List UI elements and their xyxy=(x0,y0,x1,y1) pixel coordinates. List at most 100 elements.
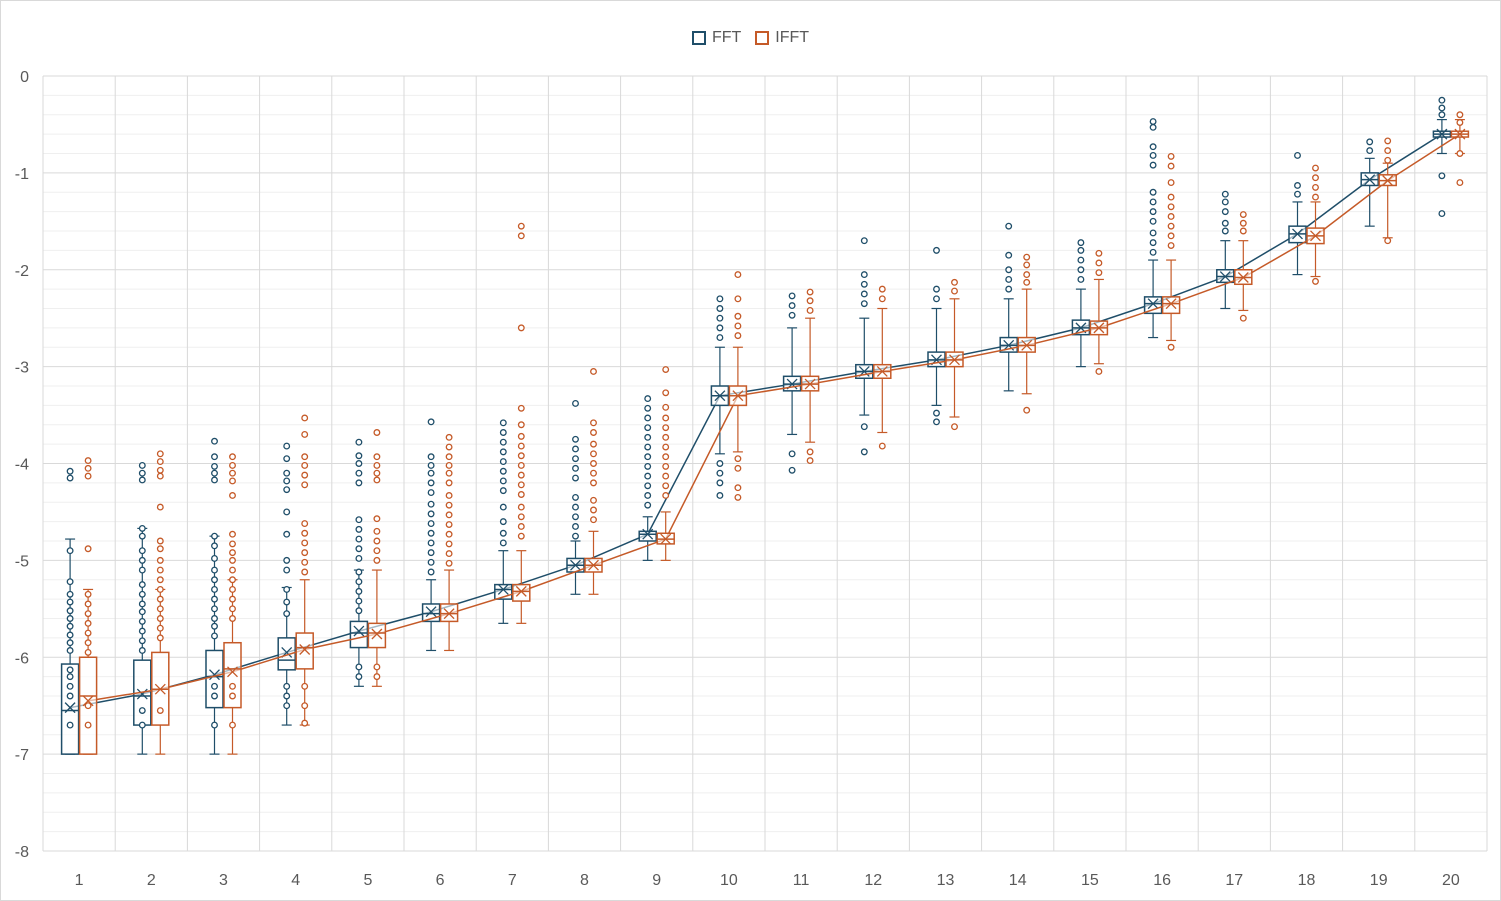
legend-item-fft[interactable]: FFT xyxy=(691,29,741,47)
outlier-point xyxy=(427,510,435,518)
outlier-point xyxy=(499,448,507,456)
outlier-point xyxy=(355,438,363,446)
legend-item-ifft[interactable]: IFFT xyxy=(755,29,809,47)
mean-marker xyxy=(660,533,672,545)
outlier-point xyxy=(860,280,868,288)
outlier-point xyxy=(1312,193,1319,201)
outlier-point xyxy=(517,532,525,540)
outlier-point xyxy=(427,479,435,487)
outlier-point xyxy=(1167,193,1175,201)
outlier-point xyxy=(933,409,940,417)
outlier-point xyxy=(1221,219,1229,227)
outlier-point xyxy=(1149,208,1157,216)
outlier-point xyxy=(283,682,291,690)
outlier-point xyxy=(572,435,579,443)
outlier-point xyxy=(1438,111,1446,119)
outlier-point xyxy=(1005,251,1013,259)
outlier-point xyxy=(156,634,164,642)
outlier-point xyxy=(572,532,579,540)
outlier-point xyxy=(84,600,92,608)
outlier-point xyxy=(1239,314,1247,322)
outlier-point xyxy=(138,617,146,625)
outlier-point xyxy=(156,545,164,553)
outlier-point xyxy=(283,585,291,593)
outlier-point xyxy=(301,430,309,438)
outlier-point xyxy=(572,464,579,472)
outlier-point xyxy=(1294,182,1301,189)
outlier-point xyxy=(716,305,724,312)
x-tick-label: 16 xyxy=(1153,872,1171,889)
outlier-point xyxy=(1167,152,1175,160)
outlier-point xyxy=(211,532,218,540)
outlier-point xyxy=(355,516,363,524)
outlier-point xyxy=(229,615,236,622)
outlier-point xyxy=(644,462,652,470)
outlier-point xyxy=(445,433,453,441)
outlier-point xyxy=(138,637,146,645)
outlier-point xyxy=(427,520,435,528)
outlier-point xyxy=(229,605,236,613)
outlier-point xyxy=(1023,253,1031,261)
outlier-point xyxy=(373,556,381,564)
outlier-point xyxy=(229,492,236,499)
outlier-point xyxy=(716,334,724,342)
outlier-point xyxy=(1312,174,1319,182)
outlier-point xyxy=(156,624,164,632)
outlier-point xyxy=(1366,138,1374,146)
outlier-point xyxy=(156,450,164,458)
outlier-point xyxy=(445,540,453,548)
outlier-point xyxy=(499,429,507,436)
outlier-point xyxy=(1167,162,1175,170)
outlier-point xyxy=(156,615,164,622)
outlier-point xyxy=(644,472,652,480)
outlier-point xyxy=(211,576,218,584)
outlier-point xyxy=(156,595,164,603)
outlier-point xyxy=(662,433,670,441)
outlier-point xyxy=(445,530,453,538)
outlier-point xyxy=(301,568,309,576)
outlier-point xyxy=(211,566,218,574)
box xyxy=(60,663,80,755)
outlier-point xyxy=(66,474,74,482)
outlier-point xyxy=(229,469,236,477)
x-tick-label: 14 xyxy=(1009,872,1027,889)
outlier-point xyxy=(211,542,218,550)
mean-marker xyxy=(64,702,76,714)
outlier-point xyxy=(662,403,670,411)
outlier-point xyxy=(499,438,507,446)
outlier-point xyxy=(1095,368,1103,375)
outlier-point xyxy=(373,515,381,523)
mean-marker xyxy=(1292,228,1303,240)
x-tick-label: 17 xyxy=(1225,872,1243,889)
outlier-point xyxy=(427,489,435,497)
outlier-point xyxy=(517,324,525,332)
outlier-point xyxy=(1221,198,1229,206)
mean-marker xyxy=(1237,272,1249,283)
outlier-point xyxy=(734,295,742,303)
outlier-point xyxy=(517,503,525,511)
mean-marker xyxy=(353,625,365,637)
outlier-point xyxy=(427,529,435,537)
box xyxy=(295,632,314,670)
outlier-point xyxy=(355,663,363,671)
outlier-point xyxy=(84,545,92,553)
outlier-point xyxy=(1167,232,1175,240)
outlier-point xyxy=(156,566,164,574)
outlier-point xyxy=(572,503,579,511)
outlier-point xyxy=(229,595,236,603)
outlier-point xyxy=(301,520,309,528)
outlier-point xyxy=(1438,104,1446,112)
outlier-point xyxy=(734,322,742,330)
outlier-point xyxy=(283,598,291,606)
box xyxy=(439,603,459,623)
outlier-point xyxy=(1149,229,1157,237)
outlier-point xyxy=(499,477,507,485)
outlier-point xyxy=(229,585,236,593)
outlier-point xyxy=(373,673,381,681)
outlier-point xyxy=(355,460,363,467)
x-tick-label: 6 xyxy=(436,872,445,889)
outlier-point xyxy=(499,529,507,537)
outlier-point xyxy=(229,477,236,485)
outlier-point xyxy=(517,421,525,429)
outlier-point xyxy=(734,312,742,320)
